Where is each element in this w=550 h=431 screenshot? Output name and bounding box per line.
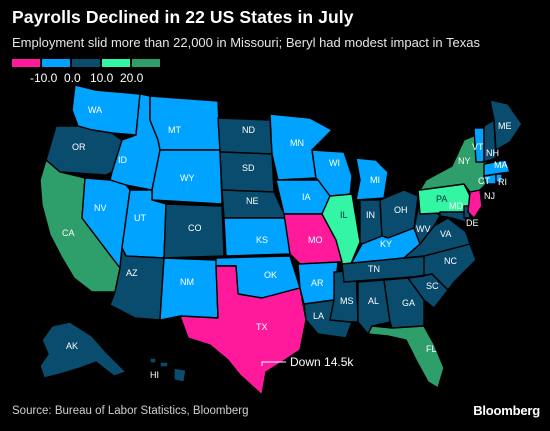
state-HI-2[interactable] <box>159 361 169 368</box>
legend-tick-10: 10.0 <box>90 71 114 85</box>
label-CT: CT <box>478 176 490 186</box>
label-AL: AL <box>368 296 379 306</box>
label-OR: OR <box>72 142 86 152</box>
label-WY: WY <box>180 173 195 183</box>
state-FL[interactable] <box>367 325 445 389</box>
label-ID: ID <box>118 155 128 165</box>
legend-swatch-strong-gain <box>132 59 160 67</box>
label-DE: DE <box>466 218 479 228</box>
chart-title: Payrolls Declined in 22 US States in Jul… <box>12 7 354 27</box>
label-AZ: AZ <box>126 268 138 278</box>
label-CA: CA <box>62 228 75 238</box>
label-WA: WA <box>88 105 102 115</box>
label-TX: TX <box>256 322 268 332</box>
label-OK: OK <box>264 270 277 280</box>
label-RI: RI <box>498 177 507 187</box>
state-CO[interactable] <box>163 203 225 259</box>
label-MN: MN <box>290 138 304 148</box>
label-TN: TN <box>368 264 380 274</box>
label-IL: IL <box>340 210 348 220</box>
callout-texas: Down 14.5k <box>290 355 354 369</box>
label-ME: ME <box>498 121 512 131</box>
label-UT: UT <box>134 213 146 223</box>
legend-tick-0: 0.0 <box>64 71 81 85</box>
label-PA: PA <box>436 194 447 204</box>
label-NY: NY <box>458 156 471 166</box>
label-MI: MI <box>370 175 380 185</box>
label-OH: OH <box>394 205 408 215</box>
state-AK[interactable] <box>39 321 127 379</box>
label-CO: CO <box>188 223 202 233</box>
state-HI-1[interactable] <box>149 357 157 364</box>
label-HI: HI <box>150 370 159 380</box>
legend-swatch-strong-decline <box>12 59 40 67</box>
legend-swatch-mild-gain <box>72 59 100 67</box>
label-IA: IA <box>302 192 311 202</box>
label-GA: GA <box>402 298 415 308</box>
state-MT[interactable] <box>149 95 221 151</box>
label-SC: SC <box>426 281 439 291</box>
label-MA: MA <box>494 160 508 170</box>
state-NJ[interactable] <box>467 189 483 219</box>
label-NH: NH <box>486 148 499 158</box>
state-ND[interactable] <box>217 117 273 155</box>
state-NM[interactable] <box>159 257 219 321</box>
callout-line-texas <box>261 361 286 366</box>
state-NH[interactable] <box>483 119 497 163</box>
label-FL: FL <box>426 344 437 354</box>
state-IL[interactable] <box>321 193 361 267</box>
state-HI-3[interactable] <box>173 367 187 383</box>
state-MA[interactable] <box>483 159 511 177</box>
label-KY: KY <box>380 239 392 249</box>
brand-logo: Bloomberg <box>473 403 540 418</box>
label-MT: MT <box>168 125 181 135</box>
label-WI: WI <box>329 158 340 168</box>
label-MO: MO <box>308 235 323 245</box>
state-NC[interactable] <box>407 243 477 291</box>
label-VT: VT <box>472 142 484 152</box>
label-AK: AK <box>66 341 78 351</box>
state-MD[interactable] <box>439 211 467 223</box>
label-KS: KS <box>256 235 268 245</box>
label-NV: NV <box>94 203 107 213</box>
legend-tick-20: 20.0 <box>120 71 144 85</box>
label-VA: VA <box>440 229 451 239</box>
source-note: Source: Bureau of Labor Statistics, Bloo… <box>12 405 249 417</box>
legend-tick-neg10: -10.0 <box>30 71 58 85</box>
chart-subtitle: Employment slid more than 22,000 in Miss… <box>12 35 480 50</box>
state-ME[interactable] <box>489 99 523 151</box>
label-NC: NC <box>444 256 457 266</box>
state-TX[interactable] <box>179 265 307 396</box>
color-legend: -10.0 0.0 10.0 20.0 <box>12 59 182 89</box>
label-LA: LA <box>313 311 324 321</box>
label-MS: MS <box>340 296 354 306</box>
label-WV: WV <box>416 224 431 234</box>
label-SD: SD <box>242 163 255 173</box>
label-ND: ND <box>242 125 255 135</box>
label-NJ: NJ <box>484 191 495 201</box>
state-WY[interactable] <box>151 149 223 205</box>
legend-swatch-mild-decline <box>42 59 70 67</box>
label-AR: AR <box>311 278 324 288</box>
label-NM: NM <box>180 277 194 287</box>
legend-swatch-gain <box>102 59 130 67</box>
label-MD: MD <box>449 201 463 211</box>
label-IN: IN <box>366 210 375 220</box>
label-NE: NE <box>246 196 259 206</box>
